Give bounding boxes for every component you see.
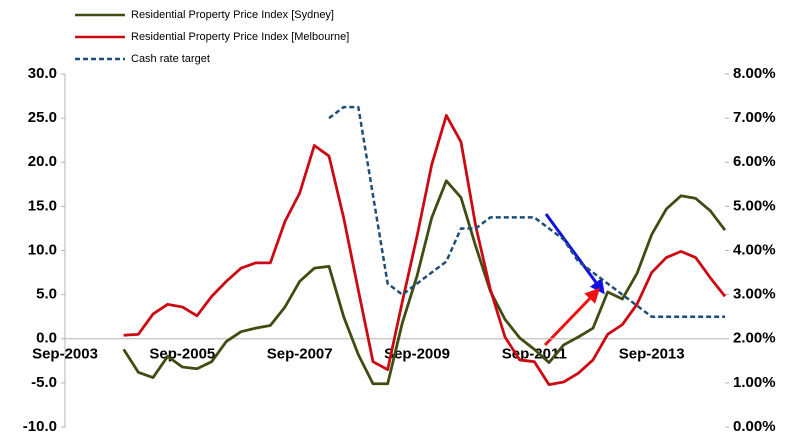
y-tick-label: 30.0 [28,65,57,82]
x-tick-label: Sep-2003 [32,346,98,363]
legend-label: Cash rate target [131,53,210,65]
y-tick-label: 20.0 [28,153,57,170]
series-line [328,105,725,318]
annotation-arrow [544,213,605,295]
y-tick-label: -10.0 [23,418,57,435]
y-tick-label: 15.0 [28,197,57,214]
y-tick-label: 0.0 [36,330,57,347]
legend-label: Residential Property Price Index [Sydney… [131,9,334,21]
x-tick-label: Sep-2007 [267,346,333,363]
x-tick-label: Sep-2005 [149,346,215,363]
y2-tick-label: 3.00% [733,286,776,303]
x-tick-label: Sep-2013 [619,346,685,363]
y2-tick-label: 6.00% [733,153,776,170]
series-line [123,114,727,387]
y2-tick-label: 5.00% [733,197,776,214]
y2-tick-label: 0.00% [733,418,776,435]
y-tick-label: 25.0 [28,109,57,126]
y-tick-label: 10.0 [28,241,57,258]
series-line [122,179,727,386]
y-tick-label: -5.0 [31,374,57,391]
y2-tick-label: 4.00% [733,241,776,258]
y2-tick-label: 1.00% [733,374,776,391]
y2-tick-label: 7.00% [733,109,776,126]
y2-tick-label: 2.00% [733,330,776,347]
legend-label: Residential Property Price Index [Melbou… [131,31,349,43]
annotation-arrow [543,287,601,347]
y2-tick-label: 8.00% [733,65,776,82]
y-tick-label: 5.0 [36,286,57,303]
x-tick-label: Sep-2009 [384,346,450,363]
